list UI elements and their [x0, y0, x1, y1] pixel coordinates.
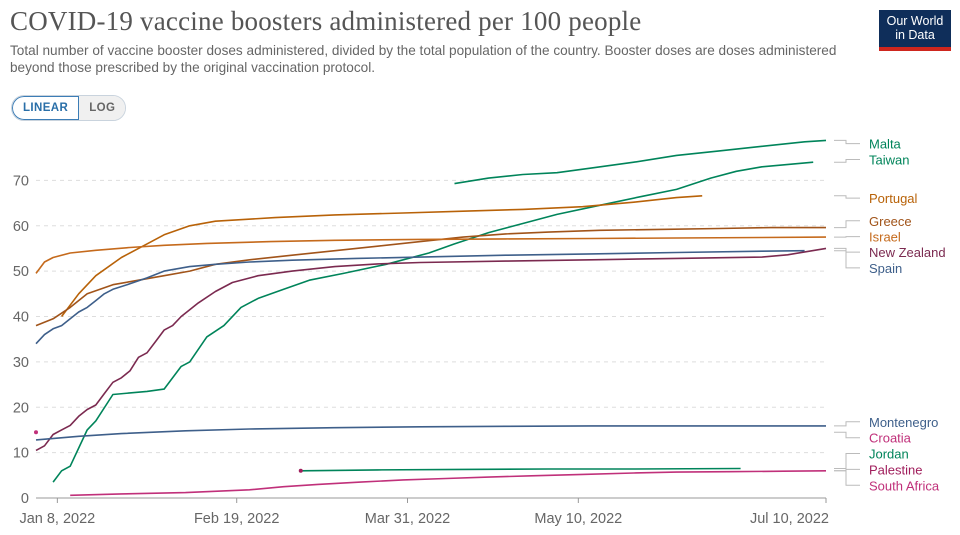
series-label-greece: Greece: [869, 214, 912, 229]
logo-line-1: Our World: [886, 14, 944, 28]
series-line-new-zealand: [35, 247, 827, 452]
label-connector: [834, 236, 860, 238]
scale-toggle: LINEAR LOG: [11, 95, 127, 121]
series-label-israel: Israel: [869, 230, 901, 245]
owid-logo[interactable]: Our World in Data: [879, 10, 951, 51]
series-point-croatia: [34, 430, 38, 435]
series-line-portugal: [60, 195, 703, 317]
y-tick-label: 20: [13, 400, 29, 416]
series-label-portugal: Portugal: [869, 191, 918, 206]
x-tick-label: Mar 31, 2022: [365, 511, 450, 527]
series-label-montenegro: Montenegro: [869, 415, 938, 430]
series-label-south-africa: South Africa: [869, 478, 940, 493]
series-line-jordan: [300, 467, 741, 472]
series-label-taiwan: Taiwan: [869, 153, 909, 168]
y-tick-label: 40: [13, 310, 29, 326]
y-tick-label: 30: [13, 355, 29, 371]
x-tick-label: May 10, 2022: [534, 511, 622, 527]
y-tick-label: 60: [13, 219, 29, 235]
x-tick-label: Jan 8, 2022: [19, 511, 95, 527]
series-label-palestine: Palestine: [869, 462, 922, 477]
logo-line-2: in Data: [895, 28, 935, 42]
series-label-new-zealand: New Zealand: [869, 245, 946, 260]
series-line-montenegro: [35, 425, 826, 441]
x-tick-label: Jul 10, 2022: [750, 511, 829, 527]
linear-scale-button[interactable]: LINEAR: [12, 96, 80, 120]
chart-title: COVID-19 vaccine boosters administered p…: [10, 6, 642, 36]
series-line-greece: [35, 226, 826, 327]
series-line-spain: [35, 249, 805, 345]
label-connector: [834, 470, 860, 486]
label-connector: [834, 453, 860, 469]
y-tick-label: 70: [13, 173, 29, 189]
y-tick-label: 0: [21, 491, 29, 507]
label-connector: [834, 220, 860, 229]
y-tick-label: 10: [13, 446, 29, 462]
label-connector: [834, 159, 860, 163]
y-tick-label: 50: [13, 264, 29, 280]
series-label-jordan: Jordan: [869, 447, 909, 462]
series-label-croatia: Croatia: [869, 431, 912, 446]
series-point-palestine: [298, 468, 303, 473]
log-scale-button[interactable]: LOG: [79, 96, 126, 120]
series-line-israel: [35, 236, 827, 274]
label-connector: [834, 421, 860, 427]
series-line-malta: [454, 139, 827, 185]
series-label-spain: Spain: [869, 261, 902, 276]
label-connector: [834, 250, 860, 269]
logo-accent-bar: [879, 47, 951, 51]
series-line-south-africa: [70, 470, 827, 497]
chart-subtitle: Total number of vaccine booster doses ad…: [10, 43, 837, 75]
label-connector: [834, 139, 860, 145]
series-line-taiwan: [52, 161, 814, 483]
label-connector: [834, 195, 860, 199]
label-connector: [834, 431, 860, 439]
x-tick-label: Feb 19, 2022: [194, 511, 279, 527]
series-label-malta: Malta: [869, 137, 902, 152]
